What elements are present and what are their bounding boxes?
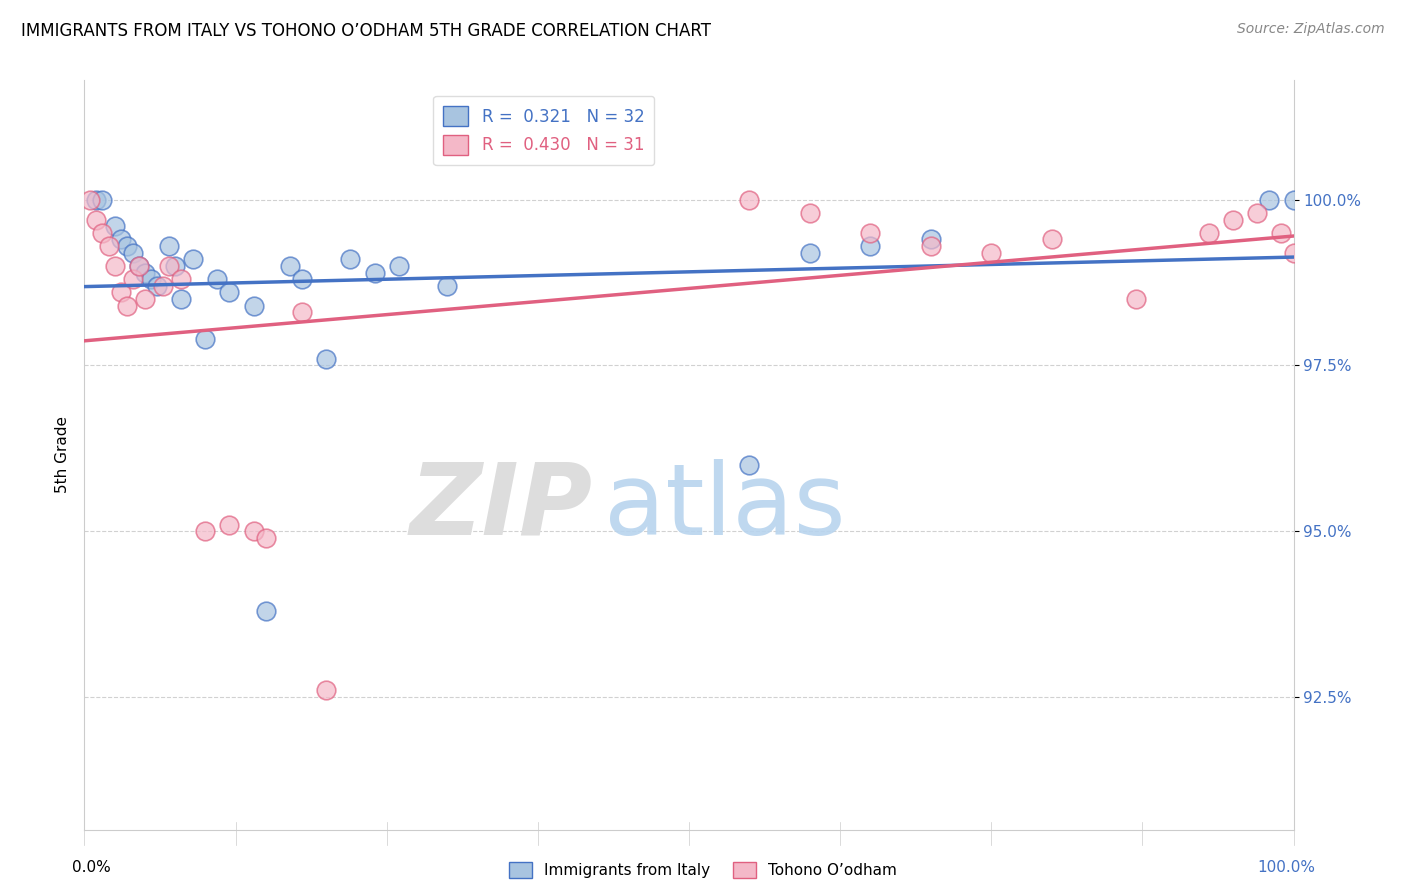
Point (128, 259, 150, 273)
Point (363, 266, 385, 280)
Text: 0.0%: 0.0% (72, 861, 111, 875)
Point (1282, 245, 1305, 260)
Point (79, 193, 101, 207)
Point (86, 193, 108, 207)
Point (157, 239, 180, 253)
Point (110, 285, 132, 300)
Point (134, 266, 156, 280)
Point (242, 524, 264, 538)
Point (738, 193, 761, 207)
Point (1125, 292, 1147, 306)
Point (121, 245, 143, 260)
Point (980, 245, 1002, 260)
Point (115, 299, 138, 313)
Point (1282, 193, 1305, 207)
Point (738, 458, 761, 472)
Point (152, 278, 174, 293)
Point (242, 299, 264, 313)
Legend: R =  0.321   N = 32, R =  0.430   N = 31: R = 0.321 N = 32, R = 0.430 N = 31 (433, 96, 654, 165)
Point (859, 239, 882, 253)
Text: ZIP: ZIP (409, 458, 592, 556)
Point (91, 226, 114, 240)
Point (170, 292, 193, 306)
Point (139, 272, 162, 286)
Point (207, 272, 229, 286)
Point (157, 259, 180, 273)
Point (110, 232, 132, 246)
Point (97, 239, 120, 253)
Point (254, 531, 277, 545)
Point (121, 272, 143, 286)
Point (104, 259, 127, 273)
Point (1258, 193, 1281, 207)
Point (1270, 226, 1292, 240)
Text: 100.0%: 100.0% (1257, 861, 1316, 875)
Text: IMMIGRANTS FROM ITALY VS TOHONO O’ODHAM 5TH GRADE CORRELATION CHART: IMMIGRANTS FROM ITALY VS TOHONO O’ODHAM … (21, 22, 711, 40)
Point (799, 245, 821, 260)
Point (165, 259, 187, 273)
Point (436, 278, 458, 293)
Point (315, 351, 337, 366)
Point (1246, 206, 1268, 220)
Point (278, 259, 301, 273)
Point (1222, 212, 1244, 227)
Text: Source: ZipAtlas.com: Source: ZipAtlas.com (1237, 22, 1385, 37)
Y-axis label: 5th Grade: 5th Grade (55, 417, 70, 493)
Point (1198, 226, 1220, 240)
Point (194, 332, 217, 346)
Point (218, 517, 240, 532)
Point (315, 683, 337, 698)
Point (194, 524, 217, 538)
Point (86, 212, 108, 227)
Point (170, 272, 193, 286)
Point (146, 278, 169, 293)
Point (388, 259, 411, 273)
Point (1040, 232, 1063, 246)
Point (115, 239, 138, 253)
Point (799, 206, 821, 220)
Point (254, 604, 277, 618)
Point (104, 219, 127, 234)
Point (291, 272, 314, 286)
Point (181, 252, 204, 267)
Point (291, 305, 314, 319)
Point (134, 292, 156, 306)
Point (128, 259, 150, 273)
Point (920, 232, 942, 246)
Point (218, 285, 240, 300)
Point (339, 252, 361, 267)
Point (91, 193, 114, 207)
Point (859, 226, 882, 240)
Point (920, 239, 942, 253)
Text: atlas: atlas (605, 458, 846, 556)
Legend: Immigrants from Italy, Tohono O’odham: Immigrants from Italy, Tohono O’odham (503, 856, 903, 884)
